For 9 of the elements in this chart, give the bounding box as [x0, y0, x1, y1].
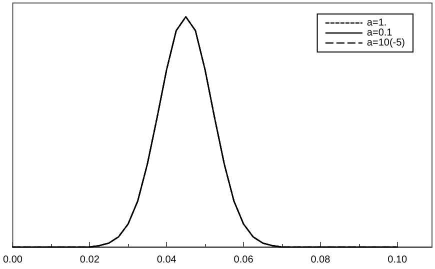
x-tick-label: 0.06 [234, 254, 254, 266]
legend-label: a=0.1 [366, 28, 393, 38]
legend-label: a=1. [366, 18, 387, 28]
x-tick-label: 0.00 [2, 254, 23, 266]
x-tick-label: 0.08 [310, 254, 331, 266]
x-tick-label: 0.04 [156, 254, 177, 266]
x-tick-label: 0.10 [388, 254, 408, 266]
x-tick-label: 0.02 [80, 254, 100, 266]
legend-label: a=10(-5) [366, 38, 405, 48]
